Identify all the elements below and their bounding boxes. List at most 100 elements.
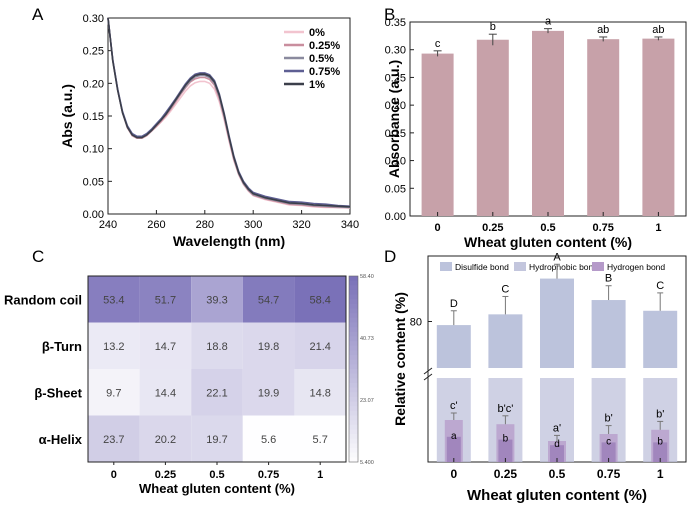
x-tick-label: 240	[99, 219, 117, 231]
colorbar-segment	[349, 429, 358, 435]
bar-inner-0.5	[550, 445, 564, 462]
line-series-3	[107, 17, 351, 207]
colorbar-segment	[349, 276, 358, 282]
heatmap-cell	[242, 322, 295, 369]
y-axis-title: Abs (a.u.)	[59, 84, 75, 148]
heatmap-cell-value: 14.4	[155, 387, 176, 399]
chart-panel-a: 240 260 280 300 320 340 0.00 0.05 0.10 0.15 0.20 0.…	[59, 13, 359, 249]
bar-disulfide-0.25	[488, 314, 523, 368]
axis-break-mark	[423, 373, 433, 381]
legend-label-0: Disulfide bond	[455, 262, 509, 272]
row-label: β-Sheet	[34, 385, 82, 400]
colorbar-segment	[349, 382, 358, 389]
bar-disulfide-1	[643, 310, 678, 368]
x-tick-label: 1	[655, 222, 661, 234]
bar-disulfide-0.5	[540, 278, 574, 368]
colorbar-segment	[349, 420, 358, 426]
y-tick-label: 0.25	[385, 72, 406, 84]
legend-label-3: 0.75%	[309, 66, 340, 78]
x-tick-label: 0.5	[540, 222, 555, 234]
significance-label: ab	[652, 24, 664, 36]
colorbar-segment	[349, 378, 358, 384]
significance-label: C	[656, 280, 664, 292]
x-tick-label: 0.25	[494, 467, 518, 481]
heatmap-cell	[294, 322, 346, 369]
colorbar-segment	[349, 410, 358, 416]
bar-inner-0	[446, 436, 461, 462]
inner-label: b	[657, 436, 663, 447]
panel-letter-a: A	[32, 5, 44, 24]
x-axis-title: Wheat gluten content (%)	[467, 487, 647, 504]
heatmap-cell	[139, 322, 192, 369]
heatmap-cell-value: 9.7	[106, 387, 121, 399]
x-tick-label: 0.25	[482, 222, 503, 234]
y-axis-title: Absorbance (a.u.)	[386, 60, 402, 178]
heatmap-cell-value: 14.7	[155, 341, 176, 353]
significance-label: b'	[656, 408, 664, 420]
heatmap-cell	[191, 369, 243, 416]
significance-label: b	[490, 21, 496, 33]
significance-label: ab	[597, 24, 609, 36]
colorbar-segment	[349, 294, 358, 300]
x-tick-label: 0	[450, 467, 457, 481]
colorbar-segment	[349, 327, 358, 333]
x-tick-label: 0.25	[155, 469, 176, 481]
colorbar-segment	[349, 392, 358, 398]
x-axis-title: Wavelength (nm)	[173, 233, 285, 249]
significance-label: b'	[604, 413, 612, 425]
legend-label-2: Hydrogen bond	[607, 262, 665, 272]
colorbar-segment	[349, 401, 358, 407]
colorbar-segment	[349, 373, 358, 379]
heatmap-cell	[191, 415, 243, 462]
heatmap-cell	[139, 415, 192, 462]
x-tick-label: 0	[111, 469, 117, 481]
row-label: Random coil	[4, 292, 82, 307]
bar-inner-0.75	[601, 442, 616, 462]
colorbar-segment	[349, 448, 358, 454]
significance-label: B	[605, 273, 612, 285]
colorbar-segment	[349, 308, 358, 314]
y-tick-label: 0.35	[385, 17, 406, 29]
colorbar-segment	[349, 345, 358, 351]
heatmap-cell-value: 39.3	[206, 294, 227, 306]
colorbar-frame	[348, 275, 359, 463]
x-tick-label: 340	[341, 219, 359, 231]
y-tick-label: 0.05	[83, 176, 104, 188]
colorbar-segment	[349, 299, 358, 305]
x-tick-label: 1	[657, 467, 664, 481]
heatmap-cell-value: 22.1	[206, 387, 227, 399]
chart-panel-d: 80 Disulfide bond Hydrophobic bond Hydrogen…	[392, 251, 687, 504]
colorbar-segment	[349, 364, 358, 370]
bar-1	[642, 38, 675, 216]
x-tick-label: 0.75	[258, 469, 279, 481]
colorbar-segment	[349, 369, 358, 375]
colorbar-tick-label: 58.40	[360, 274, 374, 280]
heatmap-cell-value: 19.7	[206, 434, 227, 446]
heatmap-cell	[191, 276, 243, 323]
colorbar-segment	[349, 280, 358, 286]
legend-label-4: 1%	[309, 79, 325, 91]
y-tick-label: 0.15	[385, 128, 406, 140]
inner-label: c	[606, 436, 611, 447]
heatmap-cell-value: 58.4	[309, 294, 330, 306]
x-tick-label: 280	[196, 219, 214, 231]
colorbar-segment	[349, 443, 358, 449]
x-tick-label: 0.75	[592, 222, 613, 234]
heatmap-cell-value: 20.2	[155, 434, 176, 446]
legend-swatch-0	[440, 262, 452, 271]
heatmap-cell-value: 5.7	[313, 434, 328, 446]
heatmap-cell	[294, 415, 346, 462]
x-tick-label: 1	[317, 469, 323, 481]
colorbar-segment	[349, 452, 358, 458]
heatmap-cell	[139, 369, 192, 416]
significance-label: D	[450, 298, 458, 310]
heatmap-cell-value: 14.8	[309, 387, 330, 399]
x-tick-label: 0.5	[549, 467, 566, 481]
significance-label: c'	[450, 400, 458, 412]
y-tick-label: 0.20	[385, 100, 406, 112]
y-tick-label: 0.20	[83, 78, 104, 90]
heatmap-cell	[88, 322, 140, 369]
colorbar-segment	[349, 396, 358, 403]
panel-letter-d: D	[384, 247, 396, 266]
heatmap-cell-value: 19.8	[258, 341, 279, 353]
